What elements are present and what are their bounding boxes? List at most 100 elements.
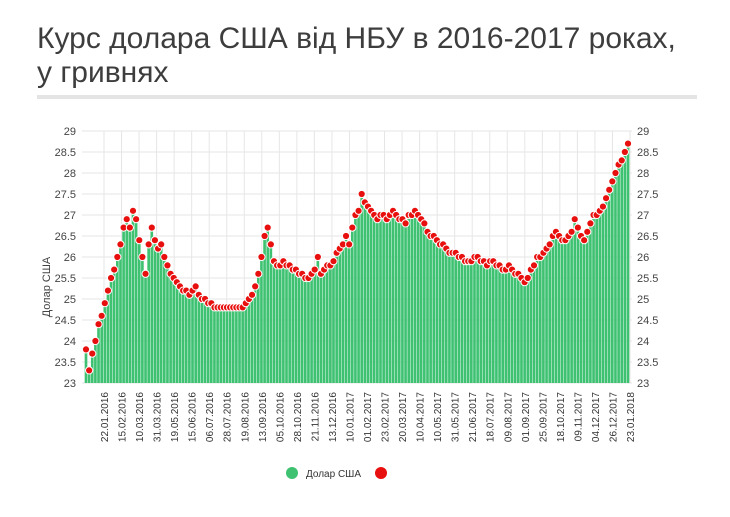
- bar: [504, 269, 508, 383]
- bar: [269, 244, 273, 383]
- bar: [426, 231, 429, 383]
- y-tick-label-right: 28.5: [637, 147, 658, 159]
- bar: [84, 349, 88, 383]
- bar: [614, 173, 617, 383]
- x-tick-label: 10.03.2016: [135, 392, 146, 442]
- bar: [325, 265, 329, 383]
- bar: [250, 294, 254, 383]
- bar: [598, 210, 602, 383]
- bar: [567, 236, 570, 383]
- data-point: [135, 236, 144, 245]
- chart-title: Курс долара США від НБУ в 2016-2017 рока…: [37, 22, 676, 89]
- bar: [560, 240, 564, 383]
- x-tick-label: 23.02.2017: [381, 392, 392, 442]
- bar: [231, 307, 235, 383]
- title-divider: [37, 95, 697, 99]
- y-tick-label-left: 28.5: [55, 147, 76, 159]
- points-series: [81, 139, 633, 375]
- bar: [382, 215, 385, 383]
- y-tick-label-right: 27.5: [637, 189, 658, 201]
- bar: [338, 248, 342, 383]
- data-point: [357, 189, 366, 199]
- bar: [300, 273, 304, 383]
- legend-swatch-points: [375, 467, 387, 479]
- data-point: [113, 252, 122, 262]
- bar: [548, 244, 552, 383]
- bar: [222, 307, 226, 383]
- x-tick-label: 15.02.2016: [118, 392, 129, 442]
- bar: [589, 223, 592, 383]
- x-tick-label: 05.10.2016: [275, 392, 286, 442]
- data-point: [608, 177, 617, 186]
- bar: [219, 307, 223, 383]
- data-point: [110, 265, 119, 274]
- bar: [554, 231, 558, 383]
- bar: [247, 299, 251, 383]
- x-tick-label: 31.05.2017: [451, 392, 462, 442]
- bar: [448, 252, 451, 383]
- data-point: [611, 168, 620, 178]
- bar: [322, 269, 326, 383]
- data-point: [573, 223, 582, 232]
- bar: [206, 303, 210, 383]
- bar: [128, 227, 132, 383]
- data-point: [257, 252, 266, 262]
- bar: [166, 265, 169, 383]
- bar: [256, 273, 260, 383]
- bar: [147, 244, 150, 383]
- data-point: [567, 227, 576, 236]
- bar: [444, 248, 448, 383]
- x-tick-label: 06.07.2016: [205, 392, 216, 442]
- bar: [441, 244, 445, 383]
- bar: [341, 244, 345, 383]
- bar: [479, 261, 483, 383]
- x-tick-label: 19.08.2016: [240, 392, 251, 442]
- bar: [209, 303, 213, 383]
- data-point: [263, 223, 272, 232]
- bar: [313, 269, 317, 383]
- bar: [144, 273, 147, 383]
- bar: [319, 273, 323, 383]
- y-tick-label-right: 24: [637, 336, 649, 348]
- x-tick-label: 10.01.2017: [345, 392, 356, 442]
- y-tick-label-right: 26: [637, 252, 649, 264]
- data-point: [125, 223, 134, 232]
- y-tick-label-right: 25: [637, 294, 649, 306]
- bar: [360, 194, 364, 383]
- data-point: [529, 261, 539, 270]
- bar: [162, 257, 166, 383]
- bar: [241, 307, 244, 383]
- x-tick-label: 26.12.2017: [608, 392, 619, 442]
- data-point: [580, 236, 589, 245]
- data-point: [132, 215, 141, 224]
- data-point: [401, 219, 410, 228]
- bar: [466, 261, 470, 383]
- bar: [538, 257, 542, 383]
- bar: [520, 278, 523, 383]
- data-point: [106, 273, 116, 283]
- data-point: [601, 194, 611, 203]
- x-tick-label: 04.12.2017: [591, 392, 602, 442]
- bar: [397, 219, 401, 383]
- legend[interactable]: Долар США: [286, 467, 387, 480]
- data-point: [623, 139, 633, 148]
- bar: [476, 257, 479, 383]
- bar: [413, 210, 417, 383]
- data-point: [345, 240, 354, 249]
- bar: [297, 273, 301, 383]
- bar: [347, 244, 351, 383]
- data-point: [144, 240, 153, 249]
- y-tick-label-left: 27.5: [55, 189, 76, 201]
- x-tick-label: 28.07.2016: [223, 392, 234, 442]
- bar: [611, 181, 614, 383]
- bar: [131, 210, 135, 383]
- bar: [354, 215, 357, 383]
- bar: [463, 261, 467, 383]
- bar: [238, 307, 241, 383]
- bar: [310, 273, 313, 383]
- bar: [532, 265, 536, 383]
- x-tick-label: 13.12.2016: [328, 392, 339, 442]
- x-tick-label: 25.09.2017: [538, 392, 549, 442]
- data-point: [348, 223, 357, 232]
- bar: [482, 261, 486, 383]
